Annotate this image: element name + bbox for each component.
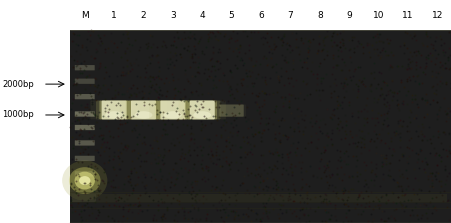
Text: M: M	[81, 10, 88, 20]
Text: 7: 7	[287, 10, 293, 20]
Bar	[72, 194, 96, 202]
FancyBboxPatch shape	[99, 101, 129, 119]
Text: 4: 4	[199, 10, 205, 20]
FancyBboxPatch shape	[219, 105, 243, 117]
FancyBboxPatch shape	[189, 101, 214, 119]
Ellipse shape	[105, 111, 123, 119]
FancyBboxPatch shape	[75, 94, 94, 99]
Text: 11: 11	[401, 10, 413, 20]
FancyBboxPatch shape	[75, 125, 94, 130]
FancyBboxPatch shape	[154, 101, 191, 119]
FancyBboxPatch shape	[75, 78, 94, 84]
Bar	[70, 30, 451, 223]
Text: 9: 9	[345, 10, 351, 20]
Ellipse shape	[79, 176, 90, 185]
FancyBboxPatch shape	[120, 101, 167, 119]
Text: 5: 5	[228, 10, 234, 20]
Text: 8: 8	[316, 10, 322, 20]
Ellipse shape	[193, 111, 211, 119]
FancyBboxPatch shape	[96, 101, 132, 119]
Text: 2: 2	[140, 10, 146, 20]
FancyBboxPatch shape	[75, 111, 94, 117]
FancyBboxPatch shape	[184, 101, 220, 119]
FancyBboxPatch shape	[125, 101, 161, 119]
Text: 10: 10	[372, 10, 383, 20]
Text: 1000bp: 1000bp	[2, 110, 34, 120]
FancyBboxPatch shape	[149, 101, 196, 119]
FancyBboxPatch shape	[75, 65, 94, 70]
FancyBboxPatch shape	[158, 101, 187, 119]
Text: 1: 1	[111, 10, 117, 20]
FancyBboxPatch shape	[187, 101, 216, 119]
Text: 2000bp: 2000bp	[2, 80, 34, 89]
FancyBboxPatch shape	[217, 105, 245, 117]
Text: 12: 12	[431, 10, 442, 20]
FancyBboxPatch shape	[178, 101, 226, 119]
Ellipse shape	[62, 161, 107, 201]
FancyBboxPatch shape	[129, 101, 158, 119]
FancyBboxPatch shape	[160, 101, 185, 119]
Bar	[72, 194, 446, 202]
FancyBboxPatch shape	[131, 101, 156, 119]
FancyBboxPatch shape	[90, 101, 138, 119]
FancyBboxPatch shape	[75, 140, 94, 146]
Text: 6: 6	[258, 10, 263, 20]
FancyBboxPatch shape	[75, 156, 94, 161]
Ellipse shape	[134, 111, 152, 119]
Ellipse shape	[69, 167, 101, 194]
Text: 3: 3	[170, 10, 175, 20]
FancyBboxPatch shape	[101, 101, 126, 119]
Ellipse shape	[74, 172, 95, 190]
Ellipse shape	[164, 111, 181, 119]
FancyBboxPatch shape	[75, 171, 94, 176]
